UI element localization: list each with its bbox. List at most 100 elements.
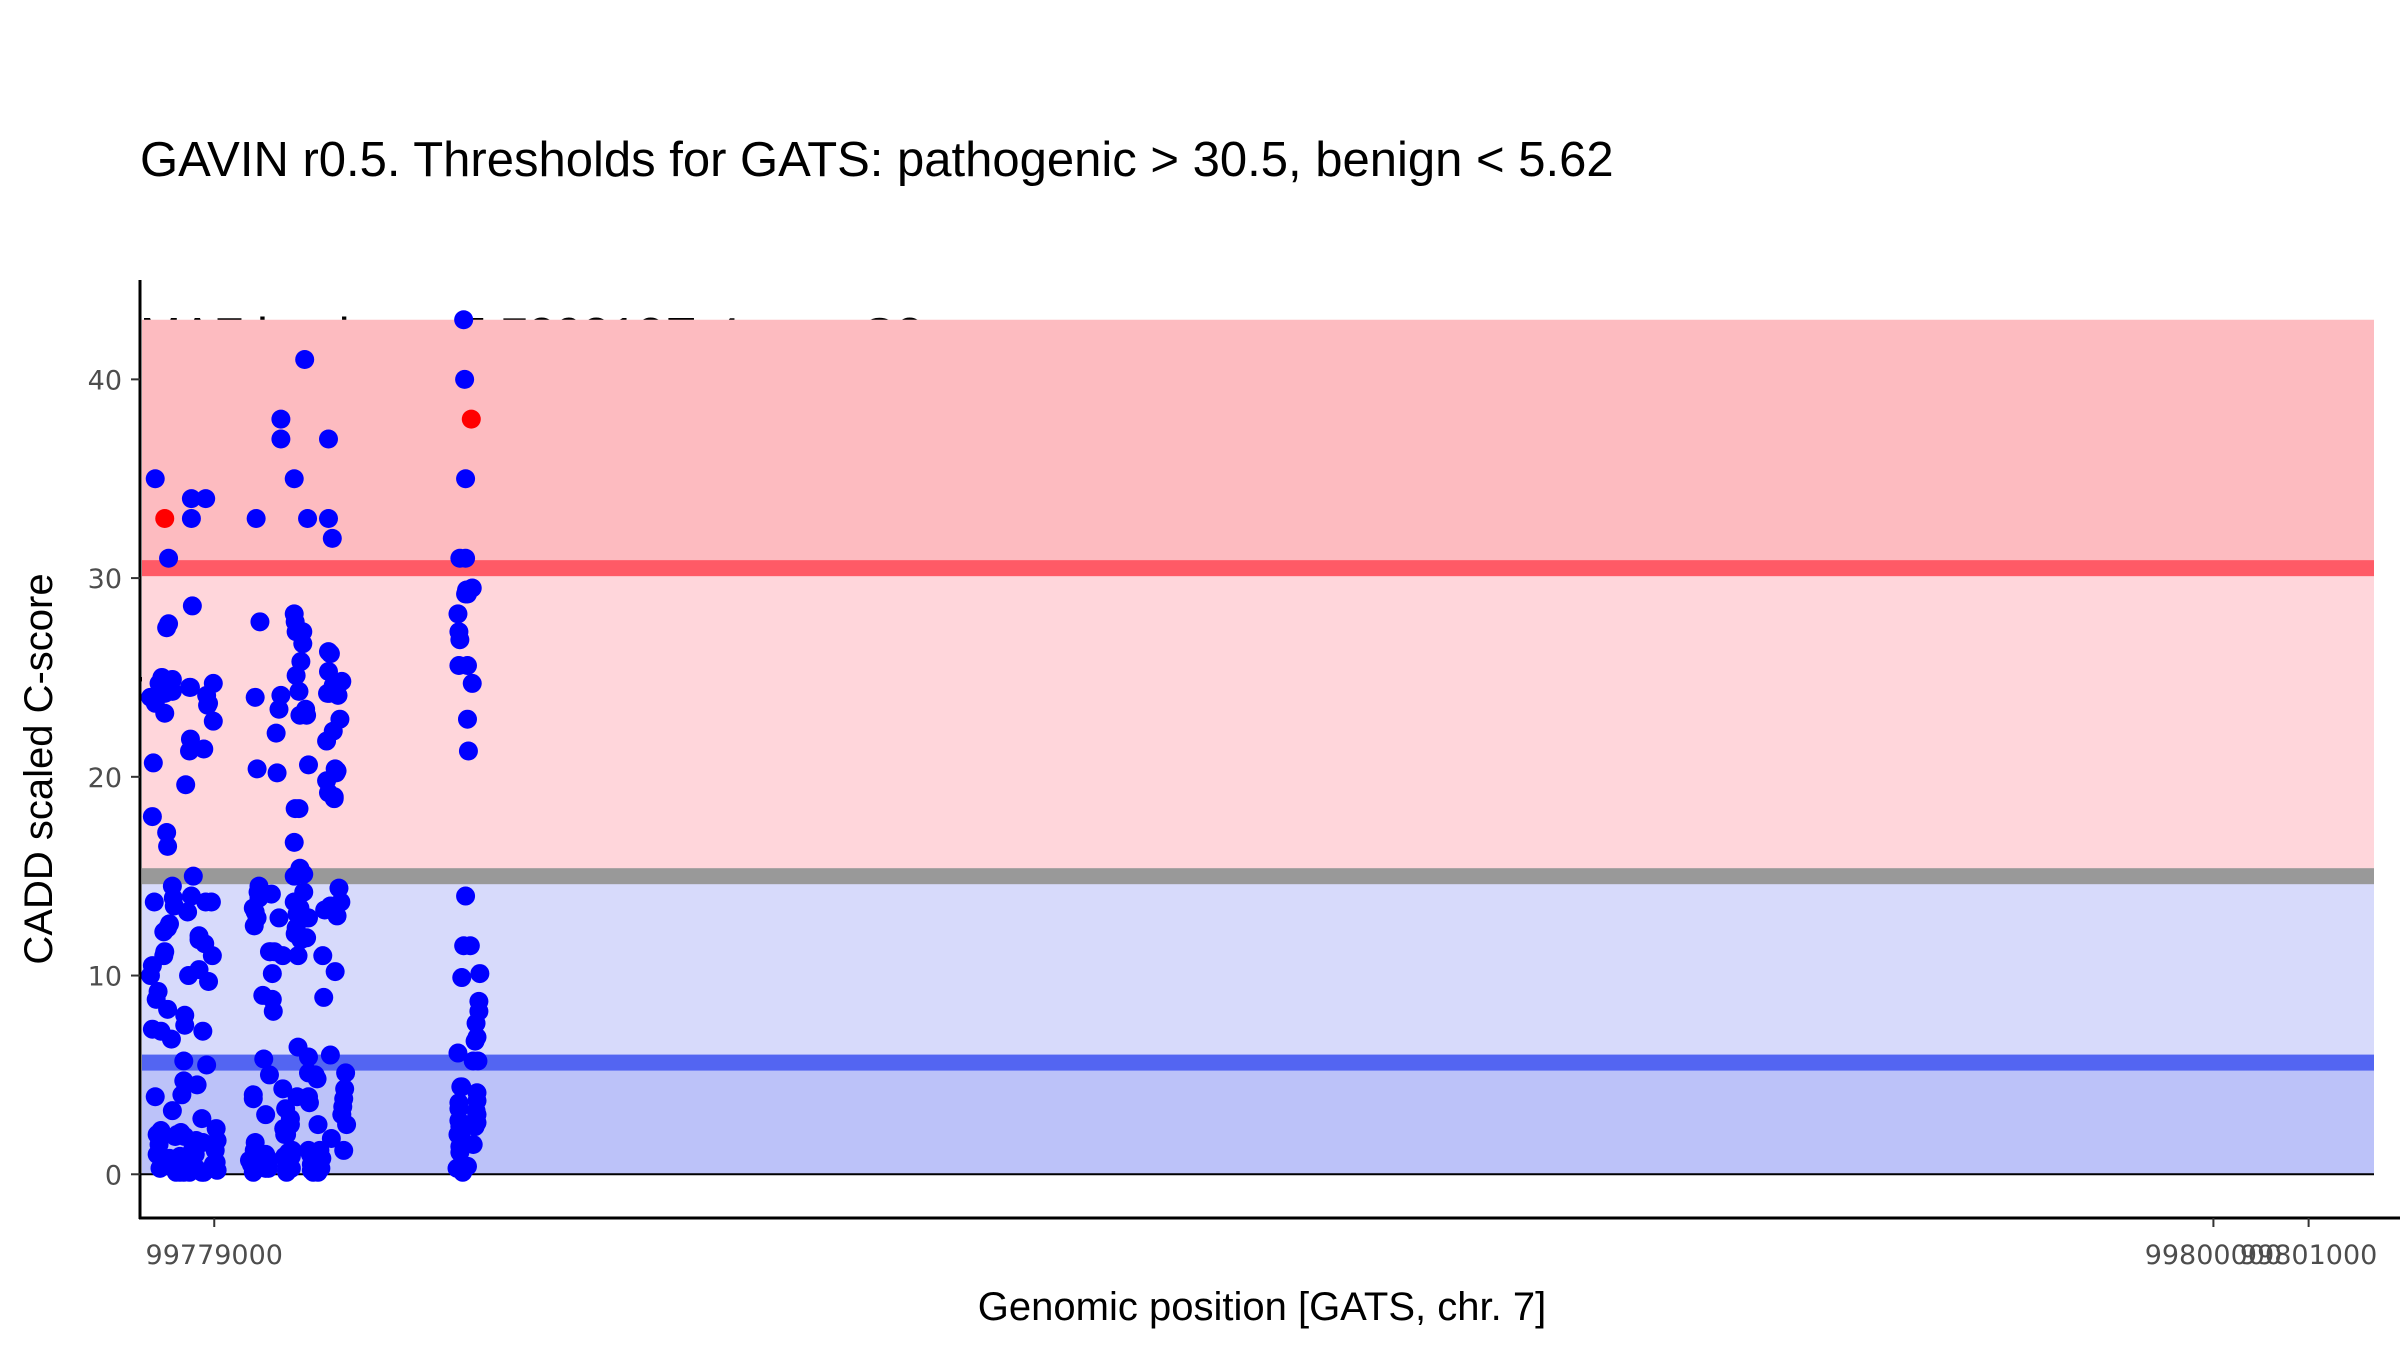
gnomad-point xyxy=(293,634,313,654)
gnomad-point xyxy=(334,1140,354,1160)
gnomad-point xyxy=(267,763,287,783)
gnomad-point xyxy=(273,946,293,966)
gnomad-point xyxy=(299,1047,319,1067)
gnomad-point xyxy=(250,612,270,632)
gnomad-point xyxy=(454,310,474,330)
gnomad-point xyxy=(181,886,201,906)
gnomad-point xyxy=(294,864,314,884)
gnomad-point xyxy=(457,656,477,676)
gnomad-point xyxy=(284,469,304,489)
gnomad-point xyxy=(155,703,175,723)
y-tick-label: 40 xyxy=(88,365,122,396)
gnomad-point xyxy=(320,644,340,664)
gnomad-point xyxy=(203,711,223,731)
gnomad-point xyxy=(197,1055,217,1075)
fallback-pathogenic-region xyxy=(142,568,2374,877)
gnomad-point xyxy=(181,508,201,528)
gnomad-point xyxy=(193,1021,213,1041)
gnomad-point xyxy=(298,508,318,528)
gnomad-point xyxy=(327,761,347,781)
gnomad-point xyxy=(181,489,201,509)
gnomad-point xyxy=(299,1093,319,1113)
y-axis-title: CADD scaled C-score xyxy=(17,573,61,964)
gnomad-point xyxy=(467,1105,487,1125)
gnomad-point xyxy=(162,1101,182,1121)
gnomad-point xyxy=(294,882,314,902)
gnomad-point xyxy=(203,673,223,693)
gnomad-point xyxy=(196,489,216,509)
gnomad-point xyxy=(259,1158,279,1178)
gnomad-point xyxy=(462,673,482,693)
gnomad-point xyxy=(259,1065,279,1085)
gnomad-point xyxy=(457,709,477,729)
gnomad-point xyxy=(187,1075,207,1095)
benign-region xyxy=(142,1062,2374,1175)
gnomad-point xyxy=(313,946,333,966)
fallback-benign-region xyxy=(142,876,2374,1063)
gnomad-point xyxy=(448,604,468,624)
gnomad-point xyxy=(247,759,267,779)
gnomad-point xyxy=(470,964,490,984)
gnomad-point xyxy=(183,866,203,886)
gnomad-point xyxy=(182,596,202,616)
genome-wide-fallback-threshold xyxy=(142,868,2374,885)
gnomad-point xyxy=(172,1085,192,1105)
gnomad-point xyxy=(144,892,164,912)
gnomad-point xyxy=(456,469,476,489)
gnomad-point xyxy=(332,671,352,691)
gnomad-point xyxy=(269,699,289,719)
gnomad-point xyxy=(207,1160,227,1180)
gnomad-point xyxy=(284,832,304,852)
gnomad-point xyxy=(321,1129,341,1149)
gnomad-point xyxy=(456,886,476,906)
gnomad-point xyxy=(161,1029,181,1049)
gnomad-point xyxy=(288,946,308,966)
gnomad-point xyxy=(462,578,482,598)
gnomad-point xyxy=(291,652,311,672)
gnomad-point xyxy=(463,1134,483,1154)
gnomad-point xyxy=(262,964,282,984)
gnomad-point xyxy=(246,508,266,528)
gnomad-point xyxy=(460,936,480,956)
gnomad-point xyxy=(271,685,291,705)
gnomad-point xyxy=(192,1109,212,1129)
gnomad-point xyxy=(154,946,174,966)
gnomad-point xyxy=(297,705,317,725)
gnomad-point xyxy=(280,1115,300,1135)
gnomad-point xyxy=(145,469,165,489)
gnomad-point xyxy=(271,409,291,429)
gnomad-point xyxy=(247,908,267,928)
gnomad-point xyxy=(322,528,342,548)
gnomad-point xyxy=(266,723,286,743)
y-tick-label: 30 xyxy=(88,564,122,595)
gnomad-point xyxy=(448,1043,468,1063)
y-tick-label: 20 xyxy=(88,763,122,794)
gnomad-point xyxy=(148,981,168,1001)
gnomad-point xyxy=(174,1051,194,1071)
x-tick-label: 99800000 xyxy=(2145,1240,2282,1271)
gnomad-point xyxy=(158,836,178,856)
gnomad-point xyxy=(318,508,338,528)
threshold-bands xyxy=(142,319,2374,1175)
gnomad-point xyxy=(178,902,198,922)
data-points xyxy=(140,310,490,1182)
gnomad-point xyxy=(176,775,196,795)
gnomad-point xyxy=(194,739,214,759)
x-axis-title: Genomic position [GATS, chr. 7] xyxy=(978,1285,1546,1329)
gnomad-point xyxy=(261,884,281,904)
gnomad-point xyxy=(157,822,177,842)
y-tick-label: 10 xyxy=(88,962,122,993)
gnomad-point xyxy=(201,892,221,912)
gnomad-point xyxy=(469,1001,489,1021)
gnomad-point xyxy=(159,548,179,568)
gnomad-point xyxy=(330,709,350,729)
gnomad-point xyxy=(151,1121,171,1141)
gnomad-point xyxy=(271,429,291,449)
gnomad-point xyxy=(243,1085,263,1105)
gnomad-point xyxy=(263,1001,283,1021)
gnomad-point xyxy=(335,1079,355,1099)
gnomad-point xyxy=(458,741,478,761)
gnomad-point xyxy=(207,1130,227,1150)
gnomad-point xyxy=(467,1027,487,1047)
gnomad-point xyxy=(324,789,344,809)
